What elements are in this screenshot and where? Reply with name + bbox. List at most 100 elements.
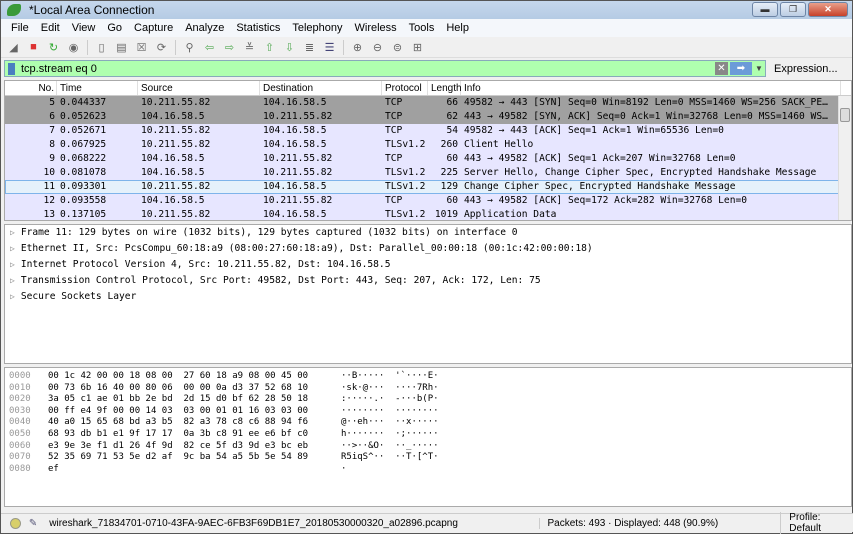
expand-triangle-icon[interactable]: ▷ [10,292,15,301]
detail-tree-item[interactable]: ▷ Transmission Control Protocol, Src Port… [5,273,851,289]
menu-go[interactable]: Go [107,22,123,34]
filter-history-dropdown[interactable]: ▼ [755,64,763,73]
hex-bytes[interactable]: 00 ff e4 9f 00 00 14 03 03 00 01 01 16 0… [48,405,309,416]
back-icon[interactable]: ⇦ [204,41,215,54]
hex-ascii[interactable]: h······· ·;······ [341,428,439,439]
packet-row[interactable]: 13 0.137105 10.211.55.82 104.16.58.5 TLSv1.2… [5,208,851,220]
hex-bytes[interactable]: 00 73 6b 16 40 00 80 06 00 00 0a d3 37 5… [48,382,309,393]
packet-src: 10.211.55.82 [141,97,211,108]
expert-info-icon[interactable] [10,517,21,529]
zoom-out-icon[interactable]: ⊖ [372,41,383,54]
hex-ascii[interactable]: @··eh··· ··x····· [341,417,439,428]
hex-ascii[interactable]: ··B····· '`····E· [341,371,439,381]
hex-ascii[interactable]: R5iqS^·· ··T·[^T· [341,452,439,463]
hex-bytes[interactable]: e3 9e 3e f1 d1 26 4f 9d 82 ce 5f d3 9d e… [48,440,309,451]
minimize-button[interactable]: ▬ [752,2,778,17]
menu-statistics[interactable]: Statistics [236,22,281,34]
reload-icon[interactable]: ⟳ [156,41,167,54]
packet-row[interactable]: 8 0.067925 10.211.55.82 104.16.58.5 TLSv1.2 2… [5,138,851,152]
detail-tree-item[interactable]: ▷ Internet Protocol Version 4, Src: 10.21… [5,257,851,273]
close-file-icon[interactable]: ☒ [136,41,147,54]
hex-bytes[interactable]: ef [48,463,59,474]
colorize-icon[interactable]: ☰ [324,41,335,54]
packet-list-scrollbar[interactable] [838,96,851,220]
column-header-protocol[interactable]: Protocol [382,81,428,95]
packet-time: 0.068222 [60,153,107,164]
packet-row[interactable]: 5 0.044337 10.211.55.82 104.16.58.5 TCP 66 495… [5,96,851,110]
autoscroll-icon[interactable]: ≣ [304,41,315,54]
column-header-source[interactable]: Source [138,81,260,95]
first-icon[interactable]: ⇧ [264,41,275,54]
goto-icon[interactable]: ≚ [244,41,255,54]
display-filter-input[interactable] [21,62,715,75]
menu-view[interactable]: View [71,22,96,34]
shark-fin-start-icon[interactable]: ◢ [9,41,18,54]
packet-row[interactable]: 10 0.081078 104.16.58.5 10.211.55.82 TLSv1.2… [5,166,851,180]
hex-ascii[interactable]: :·····.· -···b(P· [341,394,439,405]
menu-file[interactable]: File [11,22,29,34]
menu-telephony[interactable]: Telephony [292,22,343,34]
detail-tree-item[interactable]: ▷ Secure Sockets Layer [5,289,851,305]
resize-columns-icon[interactable]: ⊞ [412,41,423,54]
open-icon[interactable]: ▯ [98,41,105,54]
save-icon[interactable]: ▤ [116,41,127,54]
packet-row[interactable]: 11 0.093301 10.211.55.82 104.16.58.5 TLSv1.2… [5,180,851,194]
close-button[interactable]: ✕ [808,2,848,17]
packet-row[interactable]: 9 0.068222 104.16.58.5 10.211.55.82 TCP 60 443… [5,152,851,166]
packet-row[interactable]: 12 0.093558 104.16.58.5 10.211.55.82 TCP 60 44… [5,194,851,208]
expand-triangle-icon[interactable]: ▷ [10,228,15,237]
zoom-in-icon[interactable]: ⊕ [352,41,363,54]
packet-len: 1019 [434,209,458,220]
bookmark-icon[interactable] [8,62,15,75]
column-header-length[interactable]: Length [428,81,462,95]
column-header-info[interactable]: Info [461,81,841,95]
menu-help[interactable]: Help [446,22,469,34]
restart-icon[interactable]: ↻ [48,41,59,54]
expand-triangle-icon[interactable]: ▷ [10,260,15,269]
hex-ascii[interactable]: ··>··&O· ··_····· [341,440,439,451]
apply-filter-button[interactable]: ➡ [730,62,752,75]
toolbar-separator [343,39,344,55]
profile-selector[interactable]: Profile: Default [780,512,853,534]
menu-analyze[interactable]: Analyze [185,22,225,34]
clear-filter-button[interactable]: ✕ [715,62,728,75]
forward-icon[interactable]: ⇨ [224,41,235,54]
packet-row[interactable]: 6 0.052623 104.16.58.5 10.211.55.82 TCP 62 443… [5,110,851,124]
column-header-destination[interactable]: Destination [260,81,382,95]
detail-tree-item[interactable]: ▷ Frame 11: 129 bytes on wire (1032 bits)… [5,225,851,241]
hex-ascii[interactable]: ········ ········ [341,405,439,416]
menu-capture[interactable]: Capture [134,22,174,34]
expression-button[interactable]: Expression... [774,62,838,75]
packet-dst: 10.211.55.82 [263,153,333,164]
packet-proto: TCP [385,97,403,108]
find-icon[interactable]: ⚲ [185,41,194,54]
hex-ascii[interactable]: · [341,463,347,474]
hex-ascii[interactable]: ·sk·@··· ····7Rh· [341,382,439,393]
menu-wireless[interactable]: Wireless [354,22,397,34]
expand-triangle-icon[interactable]: ▷ [10,244,15,253]
hex-bytes[interactable]: 52 35 69 71 53 5e d2 af 9c ba 54 a5 5b 5… [48,452,309,463]
menu-edit[interactable]: Edit [40,22,60,34]
column-header-no[interactable]: No. [5,81,57,95]
window-title: *Local Area Connection [29,3,155,17]
hex-bytes[interactable]: 3a 05 c1 ae 01 bb 2e bd 2d 15 d0 bf 62 2… [48,394,309,405]
packet-time: 0.067925 [60,139,107,150]
hex-row: 0000 00 1c 42 00 00 18 08 00 27 60 18 a9 … [5,371,851,383]
zoom-normal-icon[interactable]: ⊜ [392,41,403,54]
packet-row[interactable]: 7 0.052671 10.211.55.82 104.16.58.5 TCP 54 495… [5,124,851,138]
menu-tools[interactable]: Tools [408,22,435,34]
column-header-time[interactable]: Time [57,81,138,95]
hex-bytes[interactable]: 40 a0 15 65 68 bd a3 b5 82 a3 78 c8 c6 8… [48,417,309,428]
hex-bytes[interactable]: 68 93 db b1 e1 9f 17 17 0a 3b c8 91 ee e… [48,428,309,439]
stop-icon[interactable]: ■ [30,41,37,53]
detail-tree-item[interactable]: ▷ Ethernet II, Src: PcsCompu_60:18:a9 (08… [5,241,851,257]
options-icon[interactable]: ◉ [68,41,79,54]
packet-src: 10.211.55.82 [141,139,211,150]
expand-triangle-icon[interactable]: ▷ [10,276,15,285]
last-icon[interactable]: ⇩ [284,41,295,54]
hex-offset: 0020 [9,394,31,405]
comment-icon[interactable]: ✎ [28,517,38,529]
scrollbar-thumb[interactable] [840,108,850,122]
hex-bytes[interactable]: 00 1c 42 00 00 18 08 00 27 60 18 a9 08 0… [48,371,309,381]
restore-button[interactable]: ❐ [780,2,806,17]
